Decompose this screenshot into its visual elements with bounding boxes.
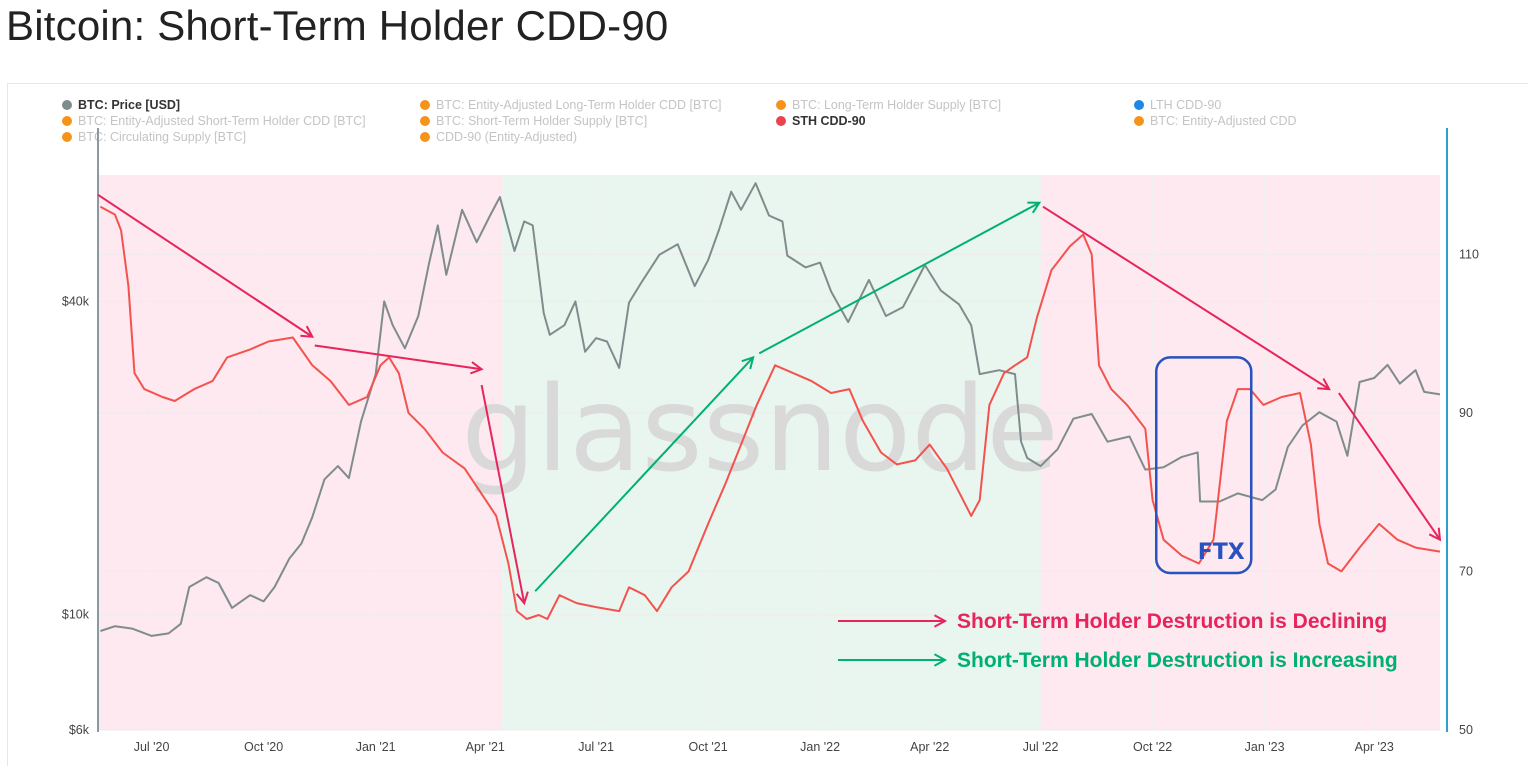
legend-item[interactable]: LTH CDD-90 — [1134, 98, 1221, 112]
background-region — [502, 175, 1041, 730]
trend-arrow — [1042, 205, 1330, 390]
legend-dot-icon — [420, 132, 430, 142]
legend-item[interactable]: STH CDD-90 — [776, 114, 866, 128]
watermark: glassnode — [461, 360, 1058, 498]
chart-legend: BTC: Price [USD] BTC: Entity-Adjusted Lon… — [62, 98, 1462, 148]
trend-arrow — [534, 356, 754, 592]
y-left-tick-label: $6k — [69, 723, 90, 737]
y-right-tick-label: 50 — [1459, 723, 1473, 737]
legend-item[interactable]: BTC: Circulating Supply [BTC] — [62, 130, 246, 144]
x-tick-label: Apr '21 — [466, 740, 505, 754]
trend-arrow — [480, 384, 526, 604]
y-left-tick-label: $10k — [62, 608, 90, 622]
ftx-box — [1155, 356, 1253, 575]
trend-arrow-head — [741, 355, 755, 370]
trend-arrow-head — [300, 325, 315, 338]
page-title: Bitcoin: Short-Term Holder CDD-90 — [6, 2, 669, 49]
legend-item[interactable]: BTC: Entity-Adjusted CDD — [1134, 114, 1297, 128]
x-tick-label: Oct '22 — [1133, 740, 1172, 754]
x-tick-label: Jan '23 — [1245, 740, 1285, 754]
trend-arrow — [314, 344, 482, 371]
legend-label: CDD-90 (Entity-Adjusted) — [436, 130, 578, 144]
y-left-tick-label: $40k — [62, 294, 90, 308]
background-region — [98, 175, 503, 730]
legend-item[interactable]: BTC: Entity-Adjusted Short-Term Holder C… — [62, 114, 366, 128]
legend-dot-icon — [1134, 116, 1144, 126]
y-right-tick-label: 70 — [1459, 564, 1473, 578]
trend-arrow — [97, 193, 313, 338]
background-region — [1040, 175, 1440, 730]
legend-label: BTC: Entity-Adjusted Short-Term Holder C… — [78, 114, 366, 128]
trend-arrow — [1338, 392, 1441, 541]
btc-price-line — [100, 182, 1441, 637]
legend-item[interactable]: BTC: Price [USD] — [62, 98, 180, 112]
trend-arrow — [758, 201, 1040, 355]
legend-dot-icon — [1134, 100, 1144, 110]
legend-dot-icon — [776, 116, 786, 126]
legend-label: BTC: Entity-Adjusted CDD — [1150, 114, 1297, 128]
x-tick-label: Apr '22 — [910, 740, 949, 754]
x-tick-label: Jan '21 — [356, 740, 396, 754]
legend-dot-icon — [420, 100, 430, 110]
legend-label: BTC: Entity-Adjusted Long-Term Holder CD… — [436, 98, 722, 112]
note-arrow-head — [933, 653, 948, 667]
trend-arrow-head — [470, 361, 484, 375]
sth-cdd90-line — [99, 205, 1441, 620]
legend-dot-icon — [776, 100, 786, 110]
legend-dot-icon — [62, 116, 72, 126]
legend-dot-icon — [420, 116, 430, 126]
x-tick-label: Jul '20 — [134, 740, 170, 754]
legend-label: BTC: Short-Term Holder Supply [BTC] — [436, 114, 648, 128]
trend-arrow-head — [1317, 378, 1331, 391]
x-tick-label: Oct '21 — [689, 740, 728, 754]
chart-frame — [7, 83, 1528, 766]
legend-label: BTC: Long-Term Holder Supply [BTC] — [792, 98, 1002, 112]
trend-arrow-head — [1027, 201, 1042, 214]
legend-item[interactable]: CDD-90 (Entity-Adjusted) — [420, 130, 577, 144]
x-tick-label: Jul '22 — [1023, 740, 1059, 754]
y-right-tick-label: 110 — [1459, 247, 1479, 261]
legend-label: STH CDD-90 — [792, 114, 866, 128]
x-tick-label: Oct '20 — [244, 740, 283, 754]
note-text: Short-Term Holder Destruction is Increas… — [957, 649, 1398, 672]
x-tick-label: Jul '21 — [578, 740, 614, 754]
x-tick-label: Jan '22 — [800, 740, 840, 754]
legend-label: BTC: Circulating Supply [BTC] — [78, 130, 247, 144]
legend-label: BTC: Price [USD] — [78, 98, 181, 112]
trend-arrow-head — [515, 591, 529, 606]
note-text: Short-Term Holder Destruction is Declini… — [957, 610, 1387, 633]
legend-dot-icon — [62, 132, 72, 142]
note-arrow-head — [933, 614, 948, 628]
legend-item[interactable]: BTC: Entity-Adjusted Long-Term Holder CD… — [420, 98, 722, 112]
ftx-label: FTX — [1198, 540, 1245, 565]
y-right-tick-label: 90 — [1459, 406, 1473, 420]
legend-dot-icon — [62, 100, 72, 110]
legend-item[interactable]: BTC: Long-Term Holder Supply [BTC] — [776, 98, 1001, 112]
trend-arrow-head — [1428, 527, 1442, 542]
x-tick-label: Apr '23 — [1355, 740, 1394, 754]
legend-item[interactable]: BTC: Short-Term Holder Supply [BTC] — [420, 114, 647, 128]
legend-label: LTH CDD-90 — [1150, 98, 1222, 112]
